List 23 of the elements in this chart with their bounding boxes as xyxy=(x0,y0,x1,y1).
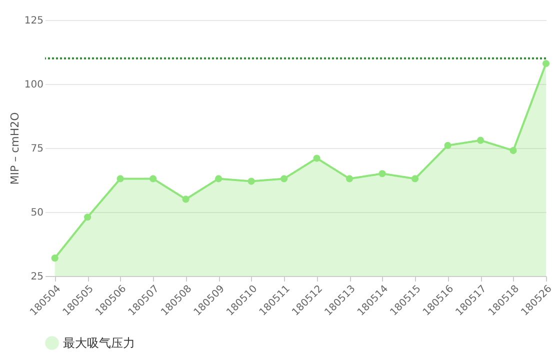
point xyxy=(182,196,190,203)
point xyxy=(346,175,354,182)
point xyxy=(280,175,288,182)
y-tick-label: 100 xyxy=(24,80,44,90)
point xyxy=(313,154,320,162)
point xyxy=(510,147,517,154)
point xyxy=(444,142,452,149)
y-tick-label: 75 xyxy=(30,144,44,154)
y-tick-label: 25 xyxy=(30,272,44,282)
point xyxy=(542,60,550,68)
point xyxy=(51,254,58,262)
point xyxy=(411,175,419,182)
point xyxy=(248,178,255,185)
y-tick-label: 125 xyxy=(24,16,44,26)
point xyxy=(84,214,92,221)
point xyxy=(378,170,386,178)
point xyxy=(215,175,222,182)
legend-label: 最大吸气压力 xyxy=(63,336,135,350)
point xyxy=(476,136,484,144)
point xyxy=(150,175,157,182)
y-tick-label: 50 xyxy=(30,208,44,218)
point xyxy=(116,175,124,182)
y-axis-title: MIP – cmH2O xyxy=(8,112,22,185)
